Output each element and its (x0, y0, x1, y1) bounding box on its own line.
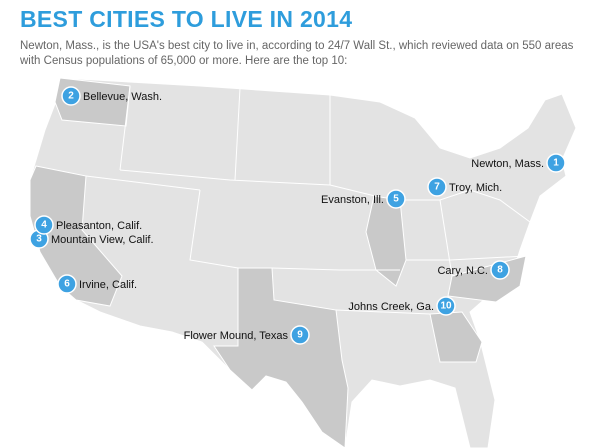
marker-dot (61, 86, 81, 106)
marker-dot (546, 153, 566, 173)
marker-dot (290, 325, 310, 345)
marker-rank: 4 (41, 220, 47, 231)
city-marker: 9 Flower Mound, Texas (184, 325, 310, 345)
city-marker: 1 Newton, Mass. (471, 153, 566, 173)
city-marker: 6 Irvine, Calif. (57, 274, 137, 294)
city-label: Bellevue, Wash. (83, 91, 162, 103)
city-label: Troy, Mich. (449, 182, 502, 194)
city-label: Pleasanton, Calif. (56, 220, 142, 232)
marker-rank: 5 (393, 194, 399, 205)
city-markers: 1 Newton, Mass. 2 Bellevue, Wash. 3 Mountain … (29, 86, 566, 345)
city-marker: 10 Johns Creek, Ga. (348, 296, 456, 316)
marker-rank: 1 (553, 158, 559, 169)
marker-rank: 3 (36, 234, 42, 245)
state-lines (85, 85, 531, 315)
subtitle: Newton, Mass., is the USA's best city to… (20, 40, 574, 67)
city-marker: 5 Evanston, Ill. (321, 189, 406, 209)
marker-rank: 6 (64, 279, 70, 290)
city-label: Flower Mound, Texas (184, 330, 289, 342)
marker-dot (386, 189, 406, 209)
highlighted-states (29, 77, 527, 448)
city-label: Mountain View, Calif. (51, 234, 154, 246)
marker-rank: 2 (68, 91, 74, 102)
state-texas (213, 267, 349, 448)
city-marker: 4 Pleasanton, Calif. (34, 215, 142, 235)
city-label: Johns Creek, Ga. (348, 301, 434, 313)
city-label: Evanston, Ill. (321, 194, 384, 206)
marker-rank: 10 (440, 301, 452, 312)
marker-dot (436, 296, 456, 316)
marker-dot (427, 177, 447, 197)
marker-rank: 7 (434, 182, 440, 193)
state-georgia (429, 311, 483, 363)
city-label: Newton, Mass. (471, 158, 544, 170)
state-california (29, 165, 123, 307)
marker-dot (57, 274, 77, 294)
marker-rank: 9 (297, 330, 303, 341)
city-label: Cary, N.C. (437, 265, 488, 277)
state-line (85, 85, 531, 315)
marker-dot (490, 260, 510, 280)
city-marker: 7 Troy, Mich. (427, 177, 502, 197)
marker-dot (34, 215, 54, 235)
marker-rank: 8 (497, 265, 503, 276)
city-label: Irvine, Calif. (79, 279, 137, 291)
city-marker: 2 Bellevue, Wash. (61, 86, 162, 106)
city-marker: 8 Cary, N.C. (437, 260, 510, 280)
title: BEST CITIES TO LIVE IN 2014 (20, 6, 353, 32)
